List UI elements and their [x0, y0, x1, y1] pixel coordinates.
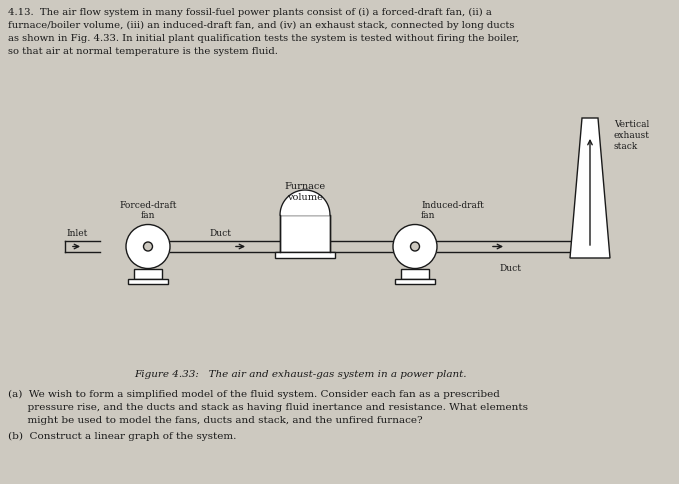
Text: pressure rise, and the ducts and stack as having fluid inertance and resistance.: pressure rise, and the ducts and stack a…	[8, 403, 528, 412]
Bar	[395, 278, 435, 284]
Bar	[401, 269, 429, 278]
Bar	[128, 278, 168, 284]
Text: exhaust: exhaust	[614, 131, 650, 140]
Text: (a)  We wish to form a simplified model of the fluid system. Consider each fan a: (a) We wish to form a simplified model o…	[8, 390, 500, 399]
Bar	[275, 252, 335, 258]
Circle shape	[143, 242, 153, 251]
Bar	[134, 269, 162, 278]
Text: Duct: Duct	[209, 229, 231, 238]
Text: furnace/boiler volume, (iii) an induced-draft fan, and (iv) an exhaust stack, co: furnace/boiler volume, (iii) an induced-…	[8, 21, 515, 30]
Circle shape	[126, 225, 170, 269]
Text: Induced-draft: Induced-draft	[421, 201, 484, 211]
Text: volume: volume	[287, 193, 323, 202]
Polygon shape	[570, 118, 610, 258]
Text: as shown in Fig. 4.33. In initial plant qualification tests the system is tested: as shown in Fig. 4.33. In initial plant …	[8, 34, 519, 43]
Text: Duct: Duct	[499, 264, 521, 273]
Text: Vertical: Vertical	[614, 120, 649, 129]
Text: (b)  Construct a linear graph of the system.: (b) Construct a linear graph of the syst…	[8, 432, 236, 441]
Text: so that air at normal temperature is the system fluid.: so that air at normal temperature is the…	[8, 47, 278, 56]
Circle shape	[411, 242, 420, 251]
Text: Furnace: Furnace	[285, 182, 325, 191]
Text: Figure 4.33:   The air and exhaust-gas system in a power plant.: Figure 4.33: The air and exhaust-gas sys…	[134, 370, 466, 379]
Text: 4.13.  The air flow system in many fossil-fuel power plants consist of (i) a for: 4.13. The air flow system in many fossil…	[8, 8, 492, 17]
Text: Forced-draft: Forced-draft	[120, 201, 177, 211]
Circle shape	[393, 225, 437, 269]
Text: fan: fan	[141, 212, 155, 221]
Polygon shape	[280, 190, 330, 215]
Bar	[280, 215, 330, 252]
Text: fan: fan	[421, 212, 435, 221]
Text: might be used to model the fans, ducts and stack, and the unfired furnace?: might be used to model the fans, ducts a…	[8, 416, 422, 425]
Text: stack: stack	[614, 142, 638, 151]
Text: Inlet: Inlet	[66, 229, 88, 238]
